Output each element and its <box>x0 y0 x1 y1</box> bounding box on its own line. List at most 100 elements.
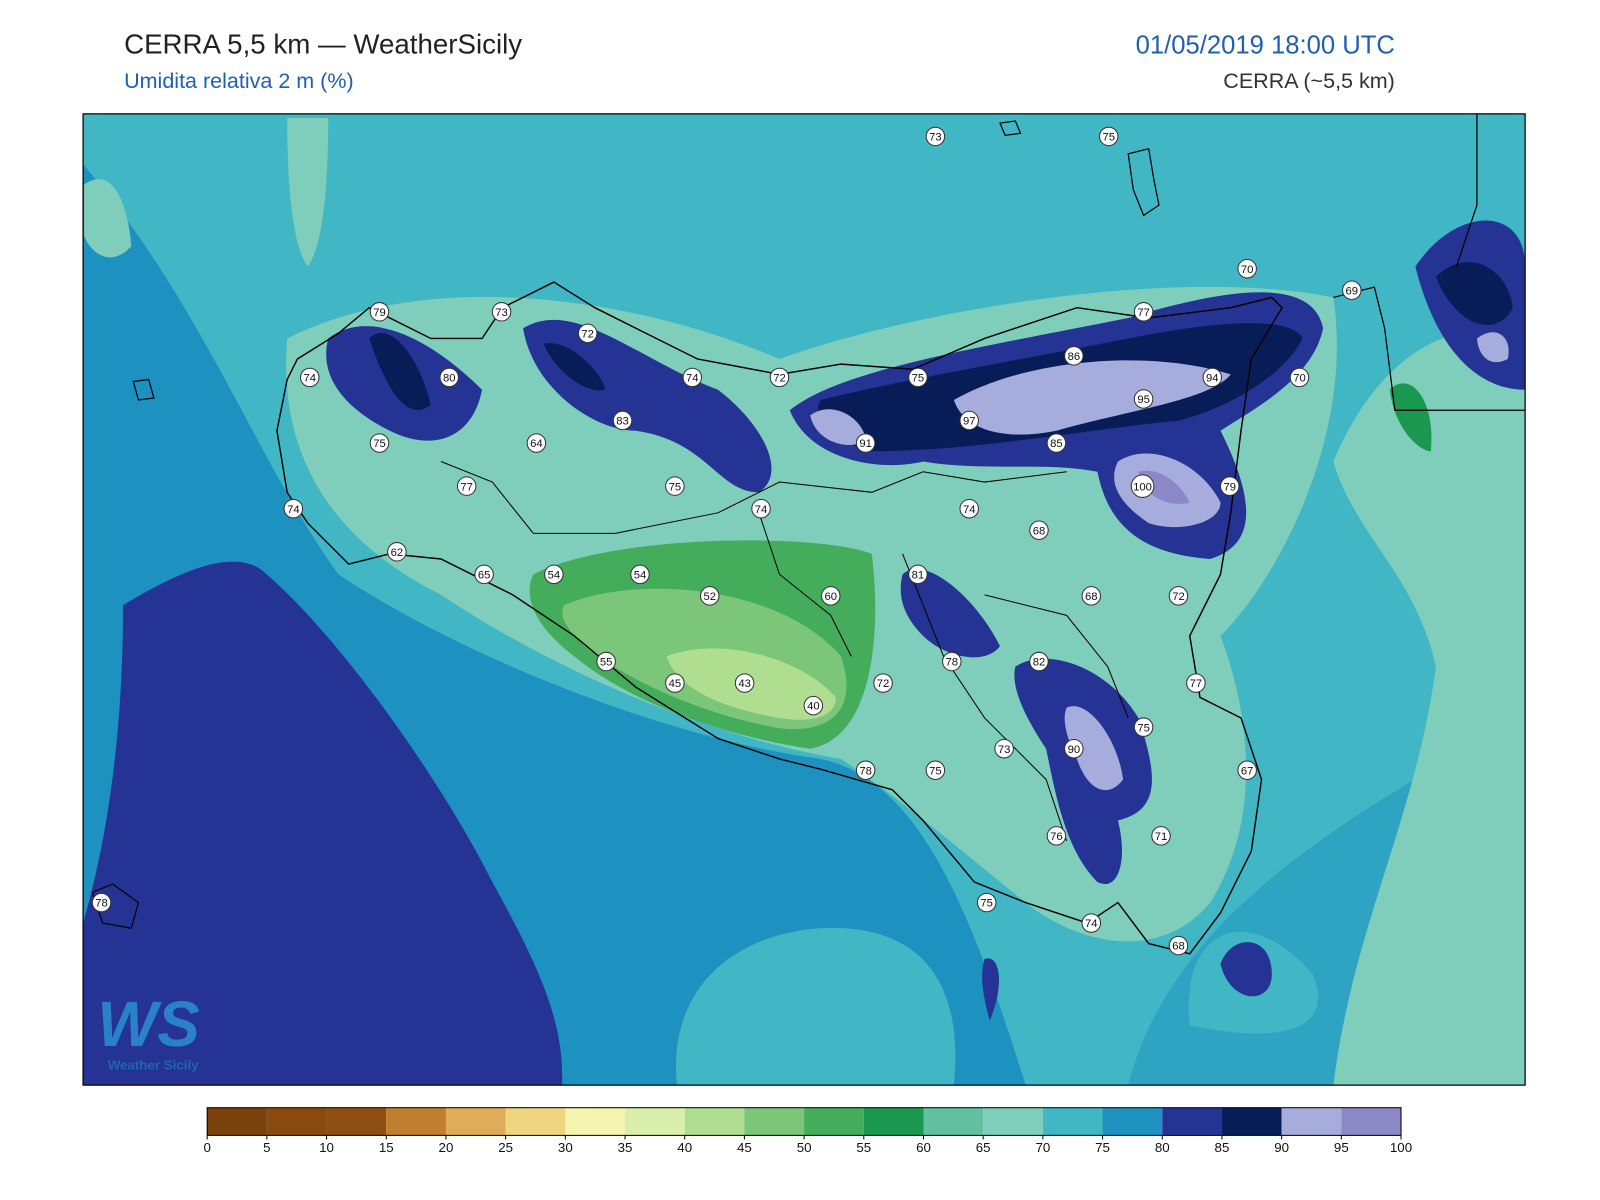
station-value: 95 <box>1137 394 1150 406</box>
station-value: 77 <box>1137 307 1150 319</box>
station-value: 65 <box>478 569 491 581</box>
station-value: 69 <box>1346 285 1359 297</box>
station-marker <box>976 892 997 913</box>
station-value: 72 <box>581 328 594 340</box>
station-value: 68 <box>1085 591 1098 603</box>
station-value: 85 <box>1050 438 1063 450</box>
station-value: 68 <box>1172 941 1185 953</box>
colorbar: 0 5 10 15 20 25 30 35 40 45 50 55 60 65 70 75 80 85 90 95 10… <box>203 1107 1412 1155</box>
map <box>83 113 1526 1086</box>
station-value: 54 <box>634 569 647 581</box>
station-marker <box>925 126 946 147</box>
logo-mark: WS <box>97 989 199 1060</box>
station-marker <box>665 673 685 693</box>
station-marker <box>283 498 304 519</box>
colorbar-segment <box>684 1107 745 1136</box>
station-value: 78 <box>946 657 959 669</box>
colorbar-tick-label: 40 <box>677 1140 692 1155</box>
station-marker <box>1064 738 1084 759</box>
station-marker <box>959 410 979 431</box>
station-marker <box>596 651 616 672</box>
colorbar-tick-label: 70 <box>1035 1140 1050 1155</box>
station-value: 78 <box>95 898 108 910</box>
station-value: 77 <box>1190 678 1203 690</box>
colorbar-segment <box>386 1107 446 1136</box>
station-value: 91 <box>859 438 872 450</box>
colorbar-tick-label: 80 <box>1155 1140 1170 1155</box>
station-marker <box>1133 389 1154 409</box>
station-marker <box>1029 651 1049 672</box>
station-value: 62 <box>391 547 404 559</box>
station-marker <box>1202 367 1223 388</box>
colorbar-tick-label: 0 <box>203 1140 210 1155</box>
station-marker <box>439 367 459 388</box>
station-value: 72 <box>1172 591 1185 603</box>
station-value: 74 <box>755 504 768 516</box>
stations: 73 75 70 69 77 79 73 72 86 74 80 74 72 75 94 70 95 83 97 75… <box>91 126 1362 956</box>
station-value: 76 <box>1050 831 1063 843</box>
station-marker <box>1046 433 1067 453</box>
colorbar-segment <box>744 1107 805 1136</box>
station-marker <box>630 564 650 585</box>
colorbar-tick-label: 20 <box>439 1140 454 1155</box>
subtitle: Umidita relativa 2 m (%) <box>124 69 354 93</box>
station-marker <box>369 433 390 453</box>
station-marker <box>682 367 703 388</box>
station-value: 75 <box>912 373 925 385</box>
colorbar-segment <box>1341 1107 1402 1136</box>
station-value: 82 <box>1033 657 1046 669</box>
station-value: 97 <box>963 416 976 428</box>
colorbar-segment <box>445 1107 506 1136</box>
station-marker <box>1168 935 1189 956</box>
station-marker <box>369 302 390 322</box>
station-value: 75 <box>929 765 942 777</box>
station-value: 90 <box>1068 744 1081 756</box>
colorbar-segment <box>983 1107 1043 1136</box>
station-value: 86 <box>1068 351 1081 363</box>
colorbar-segment <box>1221 1107 1282 1136</box>
station-marker <box>91 892 112 913</box>
station-marker <box>855 433 876 453</box>
station-marker <box>803 695 824 716</box>
station-value: 75 <box>980 898 993 910</box>
station-value: 64 <box>530 438 543 450</box>
station-value: 80 <box>443 373 456 385</box>
station-marker <box>769 367 790 388</box>
colorbar-segment <box>505 1107 566 1136</box>
station-value: 40 <box>807 701 820 713</box>
station-marker <box>526 433 547 453</box>
station-value: 83 <box>616 416 629 428</box>
station-marker <box>544 564 564 585</box>
station-marker <box>942 651 962 672</box>
station-value: 45 <box>669 678 682 690</box>
station-marker <box>665 476 685 496</box>
station-marker <box>821 586 841 606</box>
colorbar-segment <box>1162 1107 1222 1136</box>
colorbar-tick-label: 65 <box>976 1140 991 1155</box>
colorbar-segment <box>1102 1107 1163 1136</box>
map-frame <box>82 113 1526 1086</box>
station-marker <box>734 673 755 693</box>
station-value: 78 <box>859 765 872 777</box>
station-value: 100 <box>1133 481 1152 493</box>
station-marker <box>577 323 598 344</box>
station-value: 68 <box>1033 525 1046 537</box>
station-marker <box>612 410 633 431</box>
station-value: 75 <box>1102 132 1115 144</box>
station-value: 55 <box>600 657 613 669</box>
station-value: 73 <box>495 307 508 319</box>
station-marker <box>908 564 928 585</box>
station-marker <box>925 760 946 780</box>
colorbar-tick-label: 50 <box>797 1140 812 1155</box>
datetime: 01/05/2019 18:00 UTC <box>1136 31 1395 59</box>
station-marker <box>855 760 876 780</box>
station-marker <box>1133 717 1154 737</box>
colorbar-tick-label: 5 <box>263 1140 270 1155</box>
colorbar-tick-label: 95 <box>1334 1140 1349 1155</box>
colorbar-tick-label: 30 <box>558 1140 573 1155</box>
colorbar-segment <box>326 1107 387 1136</box>
station-marker <box>387 542 407 562</box>
colorbar-tick-label: 60 <box>916 1140 931 1155</box>
